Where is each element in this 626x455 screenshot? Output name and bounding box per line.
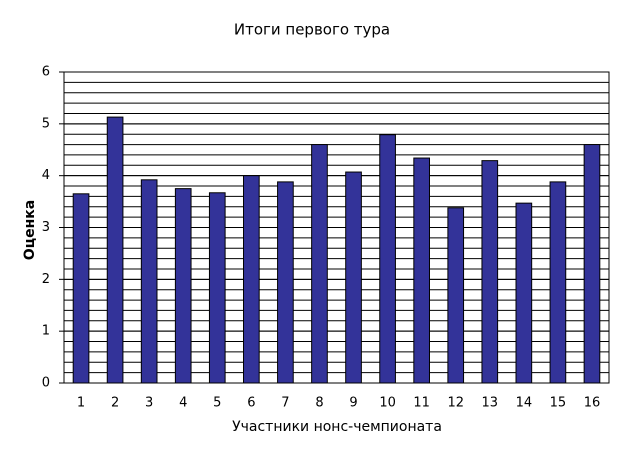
bar [311, 144, 328, 384]
bar [481, 160, 499, 384]
bar [72, 193, 90, 384]
bar [174, 188, 192, 384]
x-tick-label: 14 [516, 396, 533, 411]
x-tick-label: 10 [379, 396, 396, 411]
y-tick-label: 5 [42, 116, 50, 131]
y-tick-label: 1 [42, 324, 50, 339]
x-tick-label: 9 [349, 396, 357, 411]
bar [243, 175, 260, 384]
bar [447, 207, 465, 384]
bar [106, 116, 124, 384]
x-tick-label: 13 [482, 396, 499, 411]
x-tick-label: 5 [213, 396, 221, 411]
y-axis-title: Оценка [22, 200, 38, 260]
bar [345, 171, 362, 384]
x-tick-label: 1 [77, 396, 85, 411]
x-tick-label: 4 [179, 396, 187, 411]
x-tick-label: 7 [281, 396, 289, 411]
y-tick-label: 2 [42, 272, 50, 287]
x-tick-label: 11 [413, 396, 430, 411]
x-axis-title: Участники нонс-чемпионата [232, 419, 442, 435]
bar [515, 202, 533, 384]
bar [379, 134, 396, 384]
x-tick-label: 15 [550, 396, 567, 411]
y-tick-label: 6 [42, 65, 50, 80]
x-tick-label: 12 [447, 396, 464, 411]
bar [208, 192, 226, 384]
x-tick-label: 8 [315, 396, 323, 411]
bar [583, 144, 601, 384]
x-tick-label: 3 [145, 396, 153, 411]
bar [413, 157, 430, 384]
bar [140, 179, 158, 384]
x-tick-label: 16 [584, 396, 601, 411]
y-tick-label: 0 [42, 376, 50, 391]
bar [277, 181, 294, 384]
x-tick-label: 6 [247, 396, 255, 411]
x-tick-label: 2 [111, 396, 119, 411]
y-tick-label: 4 [42, 168, 50, 183]
y-tick-label: 3 [42, 220, 50, 235]
bar [549, 181, 567, 384]
chart-title: Итоги первого тура [234, 21, 390, 39]
